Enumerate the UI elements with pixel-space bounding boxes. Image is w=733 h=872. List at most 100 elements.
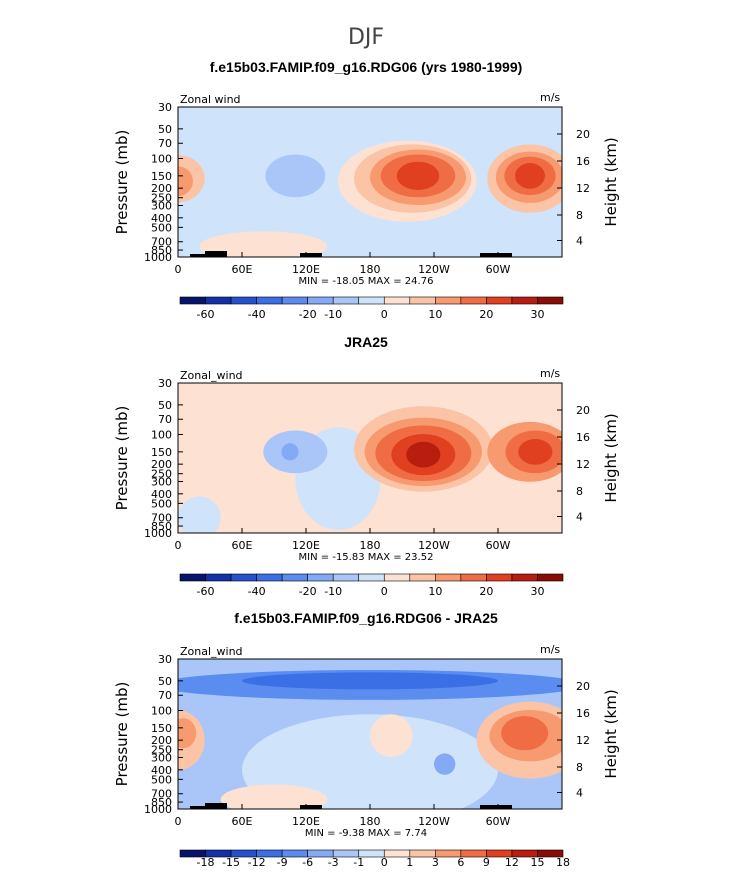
y-axis-label-right: Height (km) <box>602 689 620 778</box>
colorbar-swatch <box>435 296 462 305</box>
x-tick-label: 0 <box>175 815 182 828</box>
colorbar-label: 1 <box>406 856 413 869</box>
colorbar-swatch <box>230 573 257 582</box>
colorbar-label: -15 <box>222 856 240 869</box>
contour-region <box>265 154 326 198</box>
colorbar-swatch <box>179 573 206 582</box>
colorbar-label: 3 <box>432 856 439 869</box>
colorbar-label: 10 <box>428 585 442 598</box>
colorbar-label: -9 <box>277 856 288 869</box>
pressure-tick-label: 250 <box>151 192 172 205</box>
colorbar-swatch <box>511 296 538 305</box>
pressure-tick-label: 100 <box>151 153 172 166</box>
pressure-tick-label: 150 <box>151 722 172 735</box>
colorbar-swatch <box>537 849 564 858</box>
pressure-tick-label: 50 <box>158 123 172 136</box>
contour-field <box>178 107 562 257</box>
figure-title: DJF <box>348 25 384 50</box>
colorbar-label: 0 <box>381 308 388 321</box>
x-tick-label: 0 <box>175 539 182 552</box>
colorbar-swatch <box>307 296 334 305</box>
colorbar-swatch <box>383 296 411 305</box>
colorbar-swatch <box>460 296 487 305</box>
colorbar-swatch <box>332 296 360 305</box>
height-tick-label: 4 <box>576 235 583 248</box>
colorbar-label: -6 <box>302 856 313 869</box>
contour-region <box>434 753 456 775</box>
colorbar-label: -60 <box>197 585 215 598</box>
x-tick-label: 60E <box>232 815 253 828</box>
height-tick-label: 12 <box>576 734 590 747</box>
colorbar: -60 -40 -20 -10 0 10 20 30 <box>179 573 564 598</box>
y-axis-label: Pressure (mb) <box>113 406 131 511</box>
contour-region <box>281 443 299 461</box>
colorbar-swatch <box>179 296 206 305</box>
colorbar-label: -1 <box>353 856 364 869</box>
pressure-tick-label: 100 <box>151 429 172 442</box>
x-tick-label: 120E <box>292 263 320 276</box>
contour-field <box>178 659 562 809</box>
panel-title: f.e15b03.FAMIP.f09_g16.RDG06 - JRA25 <box>234 610 498 626</box>
colorbar-label: -10 <box>324 585 342 598</box>
height-tick-label: 8 <box>576 209 583 222</box>
height-tick-label: 8 <box>576 485 583 498</box>
panel-title: f.e15b03.FAMIP.f09_g16.RDG06 (yrs 1980-1… <box>210 59 523 75</box>
pressure-tick-label: 70 <box>158 413 172 426</box>
colorbar-swatch <box>281 296 308 305</box>
pressure-tick-label: 400 <box>151 212 172 225</box>
height-tick-label: 20 <box>576 128 590 141</box>
colorbar-swatch <box>409 296 436 305</box>
colorbar-swatch <box>256 296 283 305</box>
pressure-tick-label: 1000 <box>144 527 172 540</box>
colorbar-swatch <box>486 296 513 305</box>
pressure-tick-label: 150 <box>151 170 172 183</box>
topography <box>480 805 512 809</box>
units-label: m/s <box>540 643 560 656</box>
colorbar-label: 10 <box>428 308 442 321</box>
colorbar-swatch <box>358 573 385 582</box>
colorbar-label: 30 <box>530 585 544 598</box>
pressure-tick-label: 50 <box>158 399 172 412</box>
contour-region <box>515 163 545 189</box>
contour-region <box>518 439 553 465</box>
pressure-tick-label: 150 <box>151 446 172 459</box>
units-label: m/s <box>540 91 560 104</box>
min-max-stats: MIN = -9.38 MAX = 7.74 <box>305 828 427 839</box>
x-tick-label: 60E <box>232 263 253 276</box>
units-label: m/s <box>540 367 560 380</box>
height-tick-label: 12 <box>576 458 590 471</box>
pressure-tick-label: 70 <box>158 137 172 150</box>
pressure-tick-label: 1000 <box>144 251 172 264</box>
colorbar-swatch <box>332 573 360 582</box>
colorbar-swatch <box>537 296 564 305</box>
colorbar-swatch <box>383 573 411 582</box>
panel-title: JRA25 <box>344 334 388 350</box>
height-tick-label: 16 <box>576 155 590 168</box>
topography <box>300 805 322 809</box>
pressure-tick-label: 500 <box>151 221 172 234</box>
pressure-tick-label: 850 <box>151 796 172 809</box>
contour-region <box>178 166 193 197</box>
x-tick-label: 60W <box>486 815 511 828</box>
x-tick-label: 180 <box>360 539 381 552</box>
contour-region <box>242 714 498 809</box>
colorbar-label: 30 <box>530 308 544 321</box>
pressure-tick-label: 30 <box>158 377 172 390</box>
colorbar-label: 0 <box>381 856 388 869</box>
colorbar-swatch <box>486 573 513 582</box>
colorbar: -18 -15 -12 -9 -6 -3 -1 0 1 3 6 9 12 15 18 <box>179 849 570 869</box>
pressure-tick-label: 700 <box>151 788 172 801</box>
topography <box>300 253 322 257</box>
panel-3: f.e15b03.FAMIP.f09_g16.RDG06 - JRA25 Zona… <box>113 610 620 869</box>
colorbar-label: -12 <box>248 856 266 869</box>
pressure-tick-label: 70 <box>158 689 172 702</box>
pressure-tick-label: 300 <box>151 199 172 212</box>
pressure-tick-label: 400 <box>151 764 172 777</box>
pressure-tick-label: 700 <box>151 512 172 525</box>
y-axis-label: Pressure (mb) <box>113 682 131 787</box>
pressure-tick-label: 1000 <box>144 803 172 816</box>
x-tick-label: 60W <box>486 263 511 276</box>
colorbar-label: 9 <box>483 856 490 869</box>
